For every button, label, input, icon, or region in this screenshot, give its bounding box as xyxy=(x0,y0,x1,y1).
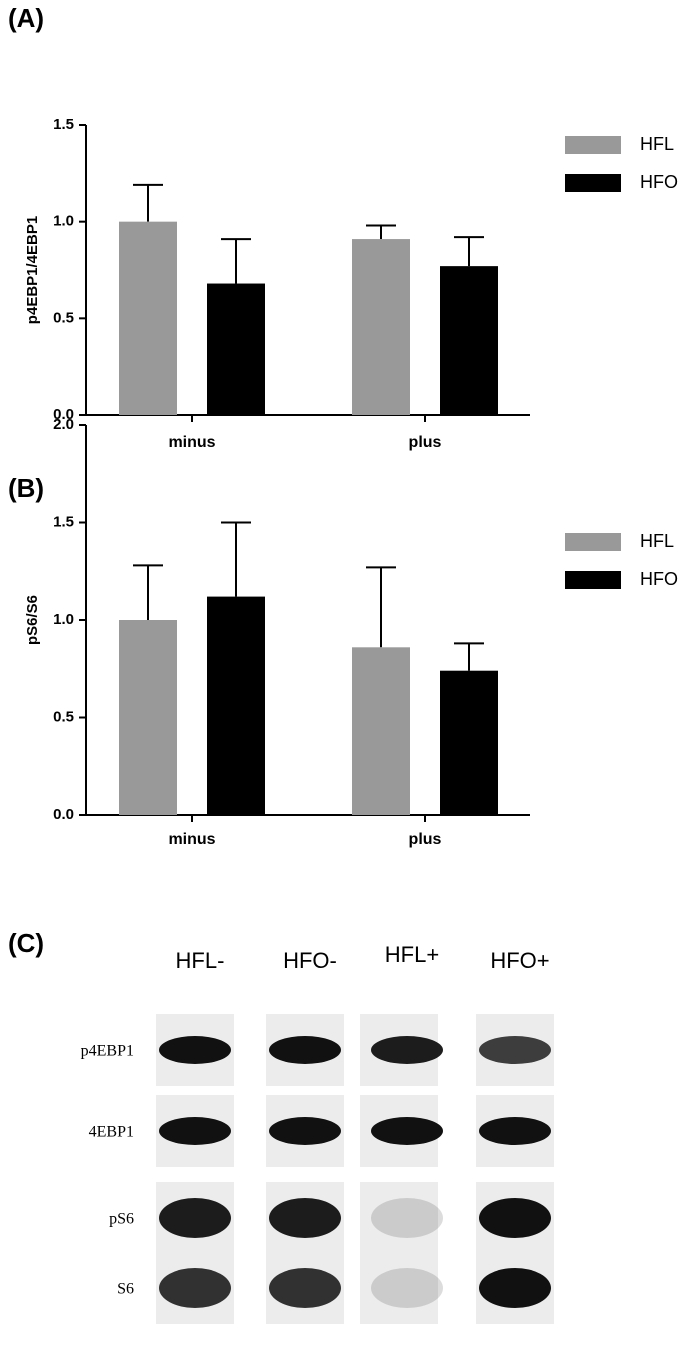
bar xyxy=(440,670,498,815)
blot-band xyxy=(479,1198,551,1238)
blot-band xyxy=(269,1036,341,1064)
legend-swatch xyxy=(565,136,621,154)
y-tick-label: 0.0 xyxy=(53,406,74,423)
blot-band xyxy=(159,1117,231,1145)
panel-label: (C) xyxy=(8,928,44,958)
legend-label: HFL xyxy=(640,531,674,551)
bar xyxy=(119,620,177,815)
blot-band xyxy=(269,1117,341,1145)
y-tick-label: 1.0 xyxy=(53,213,74,230)
bar xyxy=(207,283,265,415)
bar xyxy=(352,647,410,815)
blot-band xyxy=(269,1268,341,1308)
lane-label: HFO- xyxy=(283,948,337,973)
legend-label: HFO xyxy=(640,569,678,589)
blot-band xyxy=(479,1117,551,1145)
bar xyxy=(207,596,265,815)
y-axis-label: p4EBP1/4EBP1 xyxy=(24,216,41,324)
row-label: p4EBP1 xyxy=(81,1043,134,1060)
blot-band xyxy=(159,1268,231,1308)
y-tick-label: 1.0 xyxy=(53,611,74,628)
legend-swatch xyxy=(565,533,621,551)
x-tick-label: minus xyxy=(168,831,215,848)
x-tick-label: minus xyxy=(168,434,215,451)
blot-band xyxy=(479,1036,551,1064)
blot-background xyxy=(360,1252,438,1324)
y-tick-label: 2.0 xyxy=(53,416,74,433)
blot-band xyxy=(371,1117,443,1145)
blot-band xyxy=(479,1268,551,1308)
row-label: 4EBP1 xyxy=(89,1124,134,1141)
y-tick-label: 1.5 xyxy=(53,513,74,530)
bar xyxy=(119,221,177,415)
row-label: pS6 xyxy=(109,1211,134,1228)
panel-label: (A) xyxy=(8,3,44,33)
x-tick-label: plus xyxy=(409,831,442,848)
y-tick-label: 0.5 xyxy=(53,708,74,725)
blot-band xyxy=(371,1198,443,1238)
row-label: S6 xyxy=(117,1281,134,1298)
x-tick-label: plus xyxy=(409,434,442,451)
y-tick-label: 0.0 xyxy=(53,806,74,823)
bar xyxy=(440,266,498,415)
blot-band xyxy=(371,1268,443,1308)
blot-band xyxy=(159,1198,231,1238)
y-axis-label: pS6/S6 xyxy=(24,595,41,645)
blot-band xyxy=(159,1036,231,1064)
blot-background xyxy=(360,1182,438,1254)
legend-label: HFO xyxy=(640,172,678,192)
bar xyxy=(352,239,410,415)
legend-swatch xyxy=(565,174,621,192)
blot-band xyxy=(269,1198,341,1238)
y-tick-label: 0.5 xyxy=(53,309,74,326)
panel-label: (B) xyxy=(8,473,44,503)
legend-swatch xyxy=(565,571,621,589)
lane-label: HFO+ xyxy=(490,948,549,973)
blot-band xyxy=(371,1036,443,1064)
legend-label: HFL xyxy=(640,134,674,154)
lane-label: HFL+ xyxy=(385,942,439,967)
y-tick-label: 1.5 xyxy=(53,116,74,133)
lane-label: HFL- xyxy=(176,948,225,973)
